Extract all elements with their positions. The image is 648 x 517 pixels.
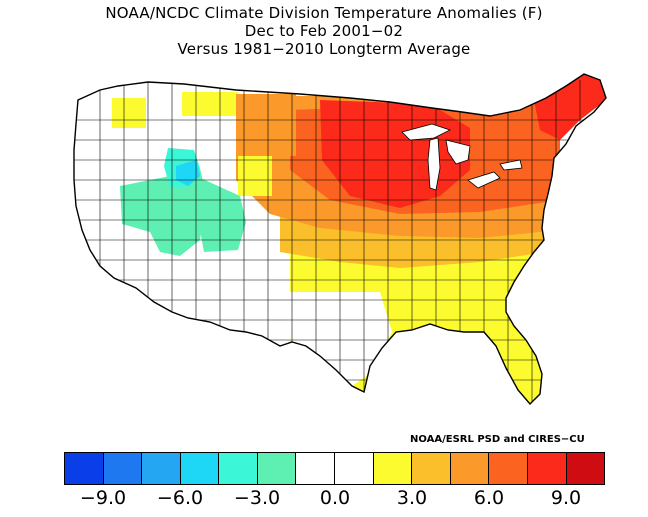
scale-swatch	[373, 453, 413, 484]
scale-swatch	[257, 453, 297, 484]
color-scale-bar	[64, 452, 605, 485]
scale-tick-label: 9.0	[550, 487, 582, 509]
scale-tick-label: 3.0	[396, 487, 428, 509]
scale-swatch	[527, 453, 567, 484]
data-credit: NOAA/ESRL PSD and CIRES−CU	[410, 434, 585, 445]
scale-tick-label: 0.0	[319, 487, 351, 509]
scale-swatch	[296, 453, 336, 484]
map-subtitle-period: Dec to Feb 2001−02	[244, 22, 404, 40]
scale-tick-label: 6.0	[473, 487, 505, 509]
scale-swatch	[142, 453, 181, 484]
scale-swatch	[103, 453, 143, 484]
scale-tick-label: −3.0	[233, 487, 281, 509]
us-outline	[73, 73, 607, 406]
scale-tick-label: −6.0	[156, 487, 204, 509]
scale-swatch	[412, 453, 451, 484]
scale-swatch	[180, 453, 220, 484]
scale-swatch	[65, 453, 104, 484]
us-climate-division-map	[73, 73, 607, 406]
map-subtitle-baseline: Versus 1981−2010 Longterm Average	[177, 40, 471, 58]
great-lakes	[401, 123, 523, 191]
scale-tick-label: −9.0	[79, 487, 127, 509]
map-fill-layer	[112, 74, 606, 404]
scale-swatch	[489, 453, 528, 484]
scale-swatch	[566, 453, 605, 484]
climate-division-boundaries	[74, 80, 606, 404]
scale-swatch	[450, 453, 490, 484]
map-title: NOAA/NCDC Climate Division Temperature A…	[105, 4, 543, 22]
scale-swatch	[219, 453, 258, 484]
scale-swatch	[335, 453, 374, 484]
